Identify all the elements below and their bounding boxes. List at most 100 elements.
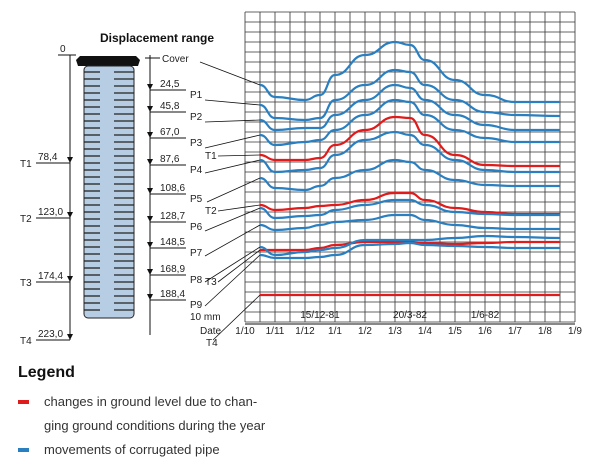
left-depth-value: 223,0	[38, 329, 63, 340]
curve-t1	[259, 115, 560, 168]
legend-text: movements of corrugated pipe	[44, 442, 220, 457]
legend-text: ging ground conditions during the year	[44, 418, 266, 433]
leader-t1	[217, 154, 261, 157]
leader-cover	[199, 61, 261, 86]
arrow-down-icon	[67, 157, 73, 163]
curve-p1	[259, 68, 561, 122]
arrow-down-icon	[67, 212, 73, 218]
x-axis-ticks: 1/10 1/11 1/12 1/1 1/2 1/3 1/4 1/5 1/6 1/7 1/8 1/9 1…	[235, 310, 582, 337]
chart-grid	[244, 11, 576, 325]
displacement-diagram: Displacement range 0 78,4 T1 123,0 T2 174,4 T3…	[20, 11, 582, 349]
p-label: P7	[190, 248, 203, 259]
legend: Legend changes in ground level due to ch…	[18, 364, 265, 462]
arrow-down-icon	[147, 132, 153, 138]
x-tick-label: 1/1	[328, 326, 342, 337]
x-tick-label: 1/3	[388, 326, 402, 337]
date-annotation: 1/6-82	[471, 310, 500, 321]
right-depth-value: 188,4	[160, 289, 185, 300]
x-tick-label: 1/2	[358, 326, 372, 337]
date-annotation: 20/3-82	[393, 310, 427, 321]
diagram-title: Displacement range	[100, 31, 214, 45]
t-label: T4	[206, 338, 218, 349]
x-tick-label: 1/8	[538, 326, 552, 337]
arrow-down-icon	[147, 216, 153, 222]
p-label: P6	[190, 222, 203, 233]
curve-p6	[259, 198, 560, 220]
left-depth-value: 174,4	[38, 271, 63, 282]
left-t-label: T2	[20, 214, 32, 225]
p-label: P1	[190, 90, 203, 101]
x-tick-label: 1/10	[235, 326, 255, 337]
leader-lines	[199, 61, 261, 341]
scale-label: 10 mm	[190, 312, 221, 323]
left-t-label: T3	[20, 278, 32, 289]
corrugated-pipe-illustration	[76, 56, 140, 319]
p-label: P4	[190, 165, 203, 176]
right-depth-value: 148,5	[160, 237, 185, 248]
leader-p5	[206, 177, 261, 203]
right-depth-value: 24,5	[160, 79, 180, 90]
p-label: P5	[190, 194, 203, 205]
right-depth-value: 67,0	[160, 127, 180, 138]
date-label: Date	[200, 326, 222, 337]
cover-label: Cover	[162, 54, 189, 65]
x-tick-label: 1/12	[295, 326, 315, 337]
leader-t3	[217, 249, 261, 283]
leader-p7	[204, 224, 261, 257]
leader-p2	[204, 119, 261, 123]
arrow-down-icon	[147, 84, 153, 90]
x-tick-label: 1/4	[418, 326, 432, 337]
curve-cover	[259, 40, 560, 104]
leader-p6	[204, 207, 261, 232]
arrow-down-icon	[147, 294, 153, 300]
left-t-label: T1	[20, 159, 32, 170]
p-label: P3	[190, 138, 203, 149]
pipe-body	[83, 65, 135, 319]
t-label: T1	[205, 151, 217, 162]
pipe-cover-icon	[76, 56, 140, 66]
x-tick-label: 1/11	[266, 326, 285, 337]
leader-p8	[204, 246, 261, 283]
x-tick-label: 1/7	[508, 326, 522, 337]
chart-curves	[259, 40, 561, 297]
x-tick-label: 1/6	[478, 326, 492, 337]
leader-p1	[204, 99, 261, 106]
x-tick-label: 1/9	[568, 326, 582, 337]
arrow-down-icon	[147, 106, 153, 112]
arrow-down-icon	[67, 276, 73, 282]
legend-text: changes in ground level due to chan-	[44, 394, 258, 409]
date-annotation: 15/12-81	[300, 310, 340, 321]
right-depth-value: 168,9	[160, 264, 185, 275]
x-tick-label: 1/5	[448, 326, 462, 337]
depth-axes: 0 78,4 T1 123,0 T2 174,4 T3 223,0 T4 Cover 24,5 P1 4…	[20, 44, 222, 349]
leader-p4	[204, 159, 261, 174]
right-depth-value: 87,6	[160, 154, 180, 165]
left-t-label: T4	[20, 336, 32, 347]
arrow-down-icon	[147, 188, 153, 194]
legend-item-ground: changes in ground level due to chan-	[18, 390, 265, 414]
curve-p9	[259, 241, 560, 260]
curve-t3	[259, 240, 560, 252]
curve-t2	[259, 191, 560, 216]
curve-p8	[259, 234, 561, 257]
leader-t2	[217, 204, 261, 212]
arrow-down-icon	[147, 269, 153, 275]
p-label: P9	[190, 300, 203, 311]
right-depth-value: 108,6	[160, 183, 185, 194]
legend-item-ground-cont: ging ground conditions during the year	[18, 414, 265, 438]
legend-item-pipe: movements of corrugated pipe	[18, 438, 265, 462]
leader-p9	[204, 254, 261, 307]
right-depth-value: 128,7	[160, 211, 185, 222]
red-swatch-icon	[18, 400, 29, 404]
p-label: P8	[190, 275, 203, 286]
curve-p4	[259, 130, 560, 174]
leader-t4	[212, 294, 261, 341]
curve-p2	[259, 83, 560, 132]
leader-p3	[204, 134, 261, 149]
left-depth-value: 78,4	[38, 152, 58, 163]
legend-title: Legend	[18, 364, 75, 381]
t-label: T3	[205, 277, 217, 288]
zero-label: 0	[60, 44, 66, 55]
curve-p7	[259, 213, 560, 232]
curve-p5	[259, 158, 560, 192]
